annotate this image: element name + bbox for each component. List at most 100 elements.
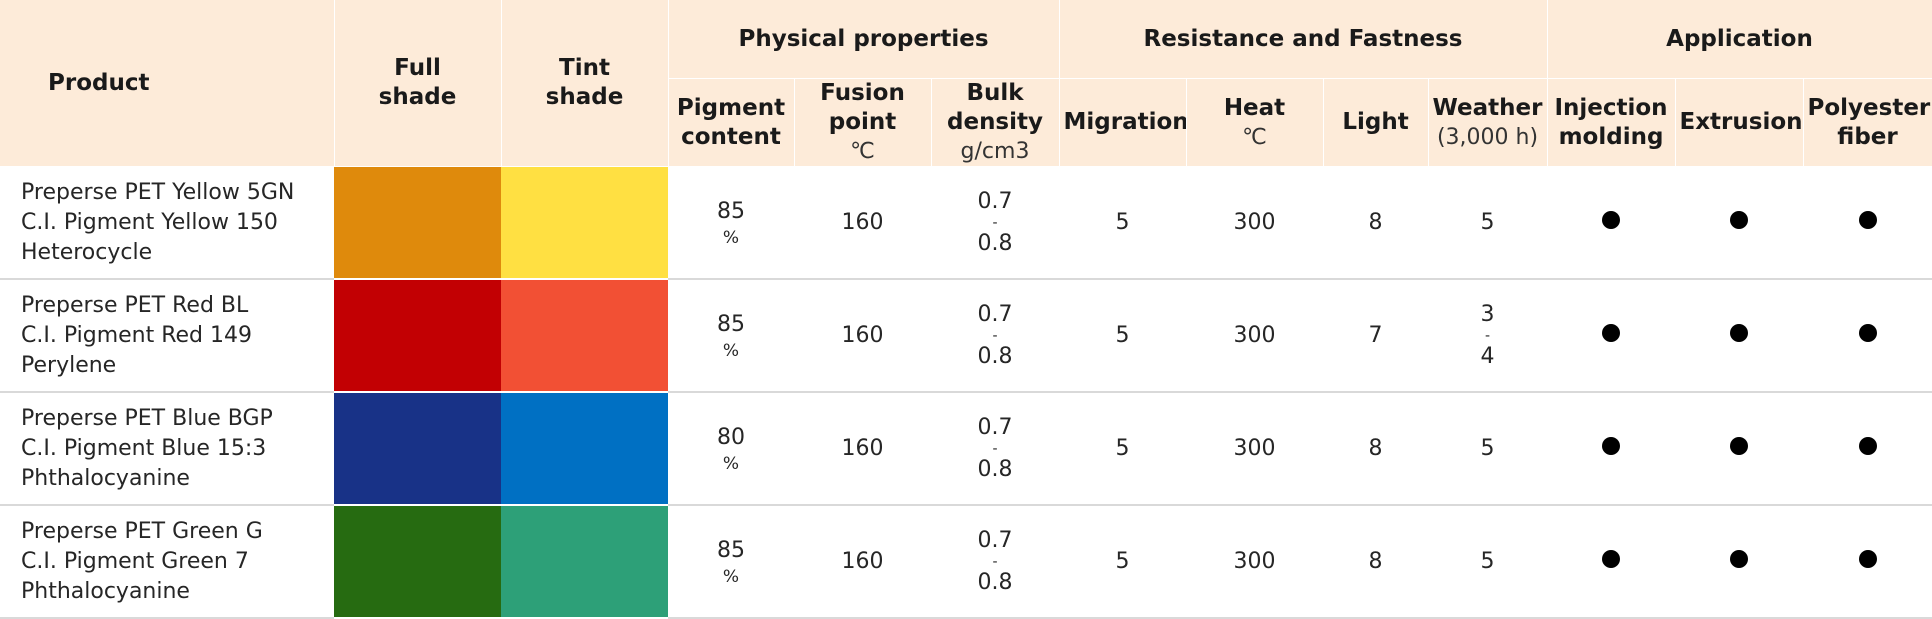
header-bulk-density-line1: Bulk	[966, 80, 1024, 106]
table-body: Preperse PET Yellow 5GN C.I. Pigment Yell…	[0, 166, 1932, 619]
header-pigment-content-line1: Pigment	[676, 94, 786, 121]
pigment-content-cell: 85%	[668, 166, 794, 280]
product-name: Preperse PET Green G	[21, 518, 263, 544]
header-heat-label: Heat	[1223, 94, 1286, 121]
full-shade-swatch	[334, 279, 501, 393]
header-weather: Weather (3,000 h)	[1428, 78, 1548, 167]
migration-cell: 5	[1059, 392, 1186, 506]
header-injection-line2: molding	[1558, 123, 1664, 150]
light-cell: 8	[1323, 166, 1428, 280]
header-group-physical: Physical properties	[668, 0, 1060, 79]
polyester-fiber-dot-icon	[1858, 436, 1877, 455]
product-cell: Preperse PET Green G C.I. Pigment Green 7…	[0, 505, 334, 619]
bulk-density-min: 0.7	[977, 188, 1013, 214]
bulk-density-separator: -	[992, 214, 998, 231]
full-shade-color	[334, 280, 501, 390]
pigment-content-unit: %	[722, 453, 740, 474]
header-heat-unit: ℃	[1242, 124, 1267, 150]
header-bulk-density-line2: density	[947, 109, 1043, 135]
bulk-density-max: 0.8	[977, 343, 1013, 369]
tint-shade-color	[501, 280, 668, 390]
weather-value: 5	[1480, 548, 1495, 574]
header-heat: Heat ℃	[1186, 78, 1324, 167]
product-ci-name: C.I. Pigment Red 149	[21, 322, 252, 348]
bulk-density-min: 0.7	[977, 414, 1013, 440]
header-light: Light	[1323, 78, 1429, 167]
header-full-shade-line2: shade	[378, 84, 457, 110]
product-cell: Preperse PET Red BL C.I. Pigment Red 149 P…	[0, 279, 334, 393]
bulk-density-separator: -	[992, 553, 998, 570]
bulk-density-separator: -	[992, 440, 998, 457]
header-group-resistance: Resistance and Fastness	[1059, 0, 1548, 79]
weather-cell: 5	[1428, 505, 1547, 619]
pigment-content-unit: %	[722, 566, 740, 587]
pigment-content-unit: %	[722, 227, 740, 248]
pigment-content-value: 85	[717, 537, 745, 563]
polyester-fiber-cell	[1803, 392, 1932, 506]
header-polyester-line2: fiber	[1837, 123, 1898, 150]
extrusion-dot-icon	[1730, 323, 1748, 342]
fusion-point-cell: 160	[794, 279, 931, 393]
light-cell: 8	[1323, 505, 1428, 619]
weather-cell: 3-4	[1428, 279, 1547, 393]
pigment-content-cell: 85%	[668, 505, 794, 619]
fusion-point-cell: 160	[794, 166, 931, 280]
light-cell: 7	[1323, 279, 1428, 393]
tint-shade-swatch	[501, 505, 668, 619]
header-extrusion: Extrusion	[1675, 78, 1804, 167]
migration-cell: 5	[1059, 505, 1186, 619]
product-cell: Preperse PET Yellow 5GN C.I. Pigment Yell…	[0, 166, 334, 280]
injection-molding-dot-icon	[1602, 210, 1620, 229]
extrusion-dot-icon	[1730, 210, 1748, 229]
product-name: Preperse PET Yellow 5GN	[21, 179, 295, 205]
table-row: Preperse PET Blue BGP C.I. Pigment Blue 1…	[0, 392, 1932, 506]
polyester-fiber-cell	[1803, 505, 1932, 619]
header-tint-shade-line2: shade	[545, 84, 624, 110]
fusion-point-cell: 160	[794, 392, 931, 506]
bulk-density-separator: -	[992, 327, 998, 344]
bulk-density-max: 0.8	[977, 230, 1013, 256]
weather-value: 3	[1480, 301, 1495, 327]
extrusion-cell	[1675, 279, 1803, 393]
header-bulk-unit: g/cm3	[960, 139, 1030, 164]
weather-value: 5	[1480, 209, 1495, 235]
table-row: Preperse PET Green G C.I. Pigment Green 7…	[0, 505, 1932, 619]
pigment-content-cell: 85%	[668, 279, 794, 393]
header-product: Product	[0, 0, 335, 167]
injection-molding-dot-icon	[1602, 549, 1620, 568]
polyester-fiber-dot-icon	[1858, 210, 1877, 229]
tint-shade-color	[501, 393, 668, 503]
extrusion-dot-icon	[1730, 436, 1748, 455]
heat-cell: 300	[1186, 392, 1323, 506]
product-chemistry: Phthalocyanine	[21, 465, 190, 491]
extrusion-cell	[1675, 166, 1803, 280]
full-shade-color	[334, 506, 501, 616]
product-chemistry: Phthalocyanine	[21, 578, 190, 604]
bulk-density-min: 0.7	[977, 527, 1013, 553]
weather-cell: 5	[1428, 166, 1547, 280]
pigment-content-value: 85	[717, 198, 745, 224]
tint-shade-color	[501, 506, 668, 616]
full-shade-swatch	[334, 505, 501, 619]
injection-molding-cell	[1547, 505, 1675, 619]
injection-molding-dot-icon	[1602, 323, 1620, 342]
product-ci-name: C.I. Pigment Green 7	[21, 548, 249, 574]
extrusion-cell	[1675, 505, 1803, 619]
header-weather-unit: (3,000 h)	[1436, 124, 1539, 150]
tint-shade-swatch	[501, 166, 668, 280]
bulk-density-cell: 0.7-0.8	[931, 166, 1059, 280]
bulk-density-cell: 0.7-0.8	[931, 505, 1059, 619]
migration-cell: 5	[1059, 279, 1186, 393]
full-shade-color	[334, 393, 501, 503]
table-row: Preperse PET Red BL C.I. Pigment Red 149 P…	[0, 279, 1932, 393]
migration-cell: 5	[1059, 166, 1186, 280]
header-group-application: Application	[1547, 0, 1932, 79]
bulk-density-max: 0.8	[977, 569, 1013, 595]
weather-value: 5	[1480, 435, 1495, 461]
injection-molding-cell	[1547, 279, 1675, 393]
header-tint-shade: Tint shade	[501, 0, 669, 167]
injection-molding-cell	[1547, 392, 1675, 506]
header-pigment-content: Pigment content	[668, 78, 795, 167]
header-polyester-fiber: Polyester fiber	[1803, 78, 1932, 167]
